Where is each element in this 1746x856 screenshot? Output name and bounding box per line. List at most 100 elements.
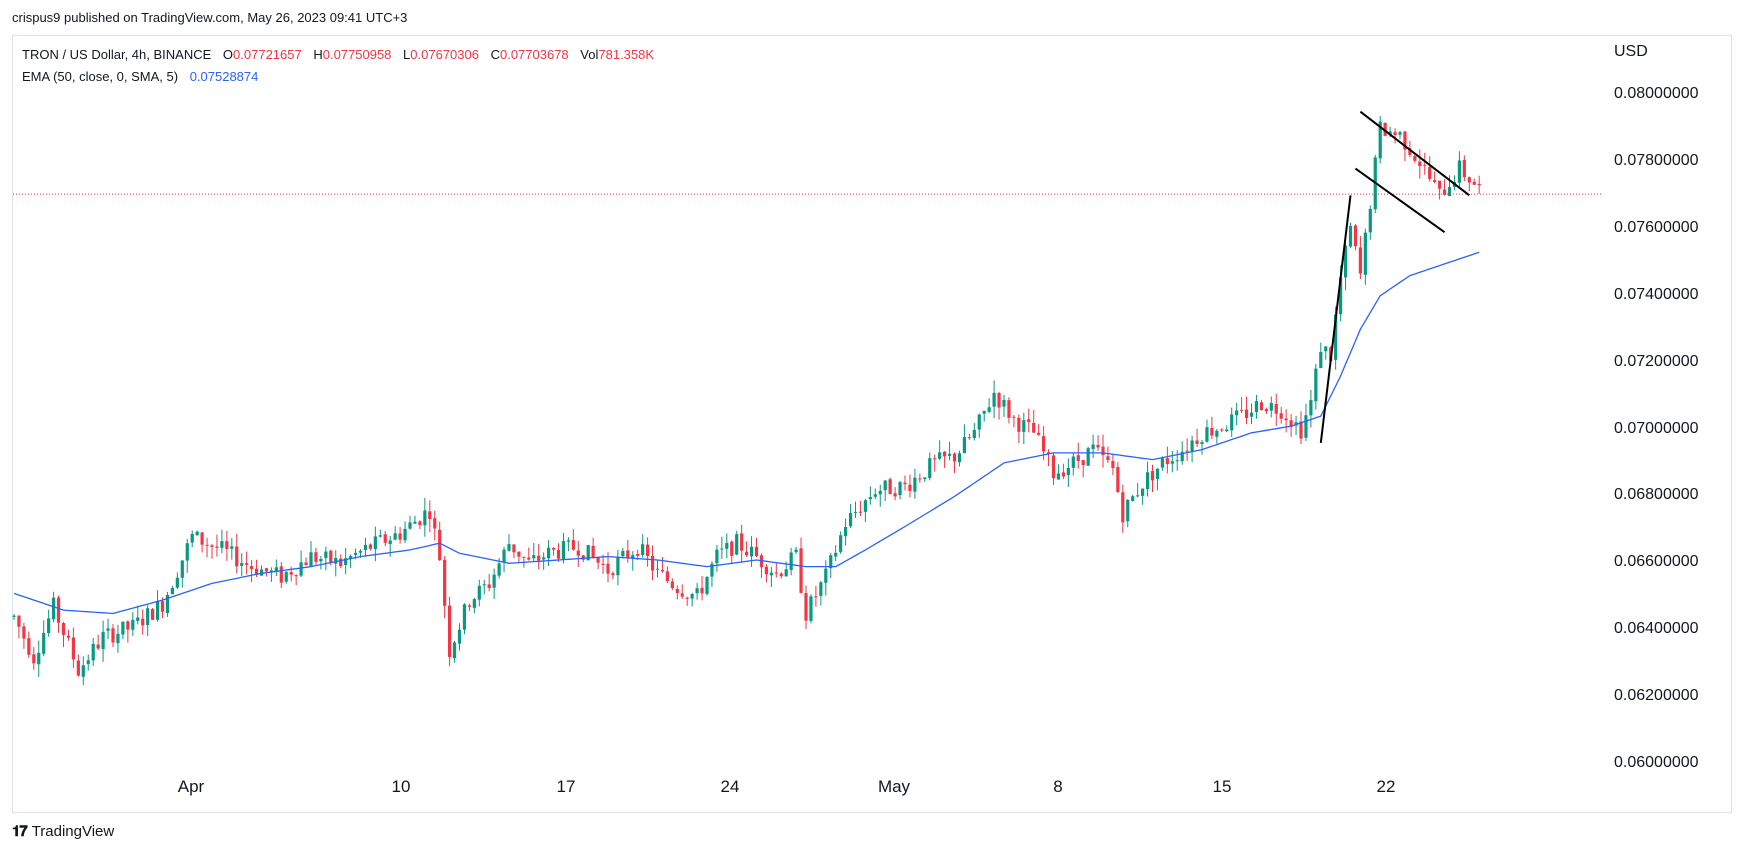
candle-body — [556, 550, 561, 559]
candle-body — [205, 544, 209, 546]
candle-body — [398, 533, 402, 540]
candle-body — [1398, 132, 1402, 135]
candle-body — [309, 552, 313, 567]
candle-body — [467, 605, 471, 607]
x-tick-label: 24 — [720, 777, 740, 796]
candle — [1141, 488, 1145, 505]
candle-body — [1383, 122, 1387, 136]
candle — [720, 536, 724, 559]
flag-upper-trendline[interactable] — [1359, 110, 1470, 197]
candle — [1324, 346, 1328, 360]
candle-body — [1170, 461, 1174, 464]
tradingview-brand[interactable]: 𝟏𝟕 TradingView — [12, 823, 114, 840]
candle-body — [626, 550, 630, 559]
candle — [349, 554, 353, 569]
candle — [938, 440, 942, 461]
candle-body — [269, 570, 273, 573]
candle — [957, 450, 962, 467]
candle — [1442, 179, 1447, 196]
candle — [1383, 122, 1387, 137]
candle-body — [660, 569, 665, 572]
candle-body — [586, 545, 590, 561]
candle-body — [1363, 232, 1367, 275]
candle-body — [27, 638, 31, 655]
candle — [383, 531, 387, 546]
candle — [982, 410, 986, 422]
candle-body — [339, 558, 343, 567]
candle-body — [1042, 436, 1046, 452]
candle — [1393, 128, 1397, 144]
candle — [56, 595, 61, 633]
candle — [1017, 414, 1021, 444]
candle-body — [789, 552, 793, 570]
candle — [457, 623, 462, 651]
candle — [631, 551, 635, 571]
candle — [250, 559, 254, 583]
candle — [1230, 407, 1234, 438]
candle-body — [853, 511, 858, 513]
candle-body — [507, 544, 511, 551]
candle-body — [81, 665, 85, 677]
candle — [591, 537, 595, 559]
candle — [210, 543, 214, 559]
candle — [1398, 130, 1402, 140]
candle-body — [868, 497, 872, 500]
candle — [477, 579, 481, 607]
candle-body — [314, 552, 318, 562]
candle-body — [52, 597, 56, 620]
candle — [646, 537, 650, 567]
flag-lower-trendline[interactable] — [1354, 167, 1446, 233]
candle-body — [784, 569, 788, 577]
candle — [269, 567, 273, 582]
candle-body — [413, 521, 417, 524]
candle-body — [1061, 472, 1065, 477]
candle-body — [433, 518, 437, 529]
candle-body — [121, 621, 125, 635]
candle-body — [997, 393, 1001, 408]
candle-body — [631, 555, 635, 559]
candle-body — [358, 550, 363, 553]
flagpole-trendline[interactable] — [1319, 195, 1352, 443]
candle — [680, 584, 684, 599]
candle — [1170, 451, 1174, 473]
candle-body — [606, 563, 610, 574]
candle-body — [992, 392, 996, 407]
candle-body — [428, 511, 432, 520]
candle-body — [878, 490, 882, 495]
candle-body — [1309, 400, 1313, 416]
candle — [423, 497, 427, 537]
chart-area[interactable] — [12, 35, 1732, 813]
candle — [943, 450, 947, 468]
candle — [566, 537, 570, 552]
candle-body — [764, 566, 768, 575]
candle-body — [794, 549, 798, 553]
candle-body — [403, 528, 407, 541]
candle — [903, 475, 907, 491]
candle — [1056, 464, 1061, 480]
candle-body — [1249, 412, 1254, 417]
currency-label: USD — [1614, 43, 1648, 60]
candle-body — [858, 511, 863, 513]
candle — [1343, 236, 1348, 291]
candle — [735, 530, 739, 556]
y-tick-label: 0.08000000 — [1614, 85, 1699, 102]
candle — [1160, 456, 1164, 471]
candle-body — [373, 536, 377, 550]
candle-body — [324, 551, 328, 558]
candle-body — [710, 563, 714, 577]
x-tick-label: 8 — [1053, 777, 1063, 796]
candle — [1205, 419, 1209, 443]
candle — [492, 568, 496, 600]
candle-body — [254, 568, 259, 575]
candle-body — [1022, 420, 1026, 432]
candle-body — [482, 584, 486, 586]
candle — [368, 543, 372, 551]
candle-body — [1462, 159, 1466, 178]
candle — [928, 452, 932, 481]
candle-body — [749, 546, 754, 557]
candle-body — [1299, 421, 1303, 439]
y-tick-label: 0.06000000 — [1614, 754, 1699, 771]
candle-body — [349, 556, 353, 559]
candle-body — [725, 542, 729, 549]
candle — [878, 484, 882, 507]
